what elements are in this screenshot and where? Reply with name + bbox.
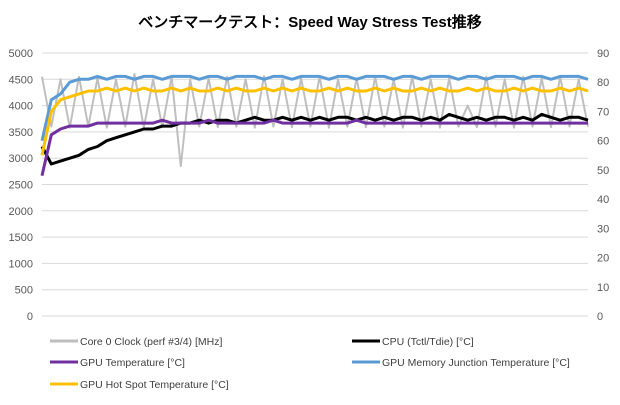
legend-label: CPU (Tctl/Tdie) [°C]: [382, 336, 474, 348]
left-tick-label: 4500: [9, 74, 33, 86]
legend-label: Core 0 Clock (perf #3/4) [MHz]: [80, 336, 222, 348]
left-tick-label: 0: [27, 311, 33, 323]
right-tick-label: 80: [597, 77, 609, 89]
left-tick-label: 2000: [9, 206, 33, 218]
right-tick-label: 40: [597, 194, 609, 206]
right-tick-label: 50: [597, 165, 609, 177]
legend: Core 0 Clock (perf #3/4) [MHz] CPU (Tctl/…: [50, 336, 570, 391]
right-tick-label: 10: [597, 282, 609, 294]
right-tick-label: 0: [597, 311, 603, 323]
right-tick-label: 70: [597, 106, 609, 118]
left-tick-label: 2500: [9, 180, 33, 192]
left-tick-label: 3500: [9, 127, 33, 139]
right-tick-label: 60: [597, 136, 609, 148]
right-axis: 0 10 20 30 40 50 60 70 80 90: [597, 48, 609, 323]
left-axis: 0 500 1000 1500 2000 2500 3000 3500 4000 4500 5000: [9, 48, 33, 323]
series-line-2: [40, 118, 588, 177]
left-tick-label: 1500: [9, 232, 33, 244]
right-tick-label: 90: [597, 48, 609, 60]
left-tick-label: 4000: [9, 101, 33, 113]
series-line-1: [40, 112, 589, 166]
left-tick-label: 1000: [9, 258, 33, 270]
left-tick-label: 5000: [9, 48, 33, 60]
right-tick-label: 30: [597, 223, 609, 235]
legend-label: GPU Hot Spot Temperature [°C]: [80, 379, 229, 391]
series-line-4: [40, 86, 589, 156]
chart-title: ベンチマークテスト：Speed Way Stress Test推移: [138, 13, 481, 31]
legend-label: GPU Temperature [°C]: [80, 357, 185, 369]
series-line-3: [40, 74, 589, 142]
legend-label: GPU Memory Junction Temperature [°C]: [382, 357, 570, 369]
series-lines: [40, 73, 589, 177]
left-tick-label: 500: [15, 285, 33, 297]
left-tick-label: 3000: [9, 153, 33, 165]
right-tick-label: 20: [597, 253, 609, 265]
